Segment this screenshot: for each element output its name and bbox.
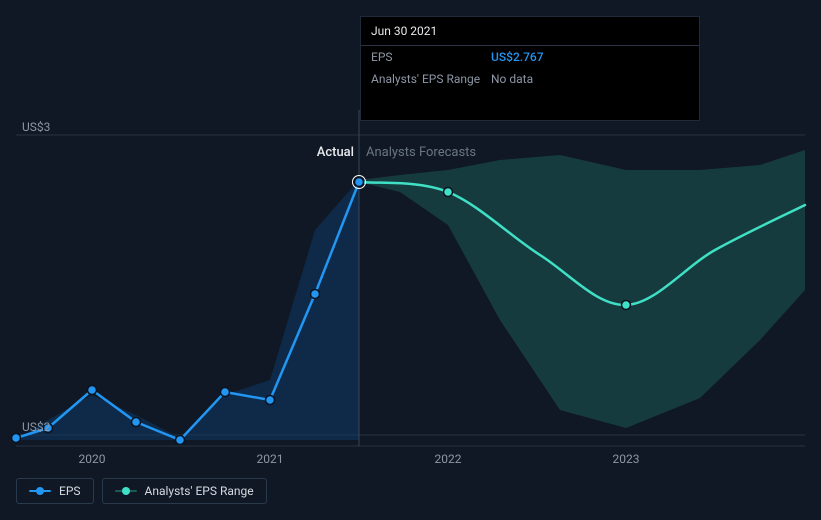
legend-label: EPS [59,484,81,498]
x-tick-label: 2020 [79,452,106,466]
tooltip-key: Analysts' EPS Range [371,72,491,86]
x-tick-label: 2022 [435,452,462,466]
legend-label: Analysts' EPS Range [145,484,254,498]
legend-item-eps[interactable]: EPS [16,478,94,504]
tooltip-value: No data [491,72,533,86]
tooltip-date: Jun 30 2021 [361,17,699,46]
chart-tooltip: Jun 30 2021 EPS US$2.767 Analysts' EPS R… [360,16,700,121]
eps-chart: { "chart": { "type": "line", "width": 82… [0,0,821,520]
tooltip-value: US$2.767 [491,50,544,64]
legend-item-range[interactable]: Analysts' EPS Range [102,478,267,504]
actual-section-label: Actual [317,145,354,160]
forecast-section-label: Analysts Forecasts [366,145,476,160]
tooltip-row: EPS US$2.767 [361,46,699,68]
x-tick-label: 2021 [257,452,284,466]
y-tick-label: US$3 [22,120,50,134]
legend-swatch [115,486,137,496]
tooltip-key: EPS [371,50,491,64]
tooltip-row: Analysts' EPS Range No data [361,68,699,90]
legend-swatch [29,486,51,496]
chart-legend: EPS Analysts' EPS Range [16,478,267,504]
y-tick-label: US$2 [22,420,50,434]
x-tick-label: 2023 [613,452,640,466]
